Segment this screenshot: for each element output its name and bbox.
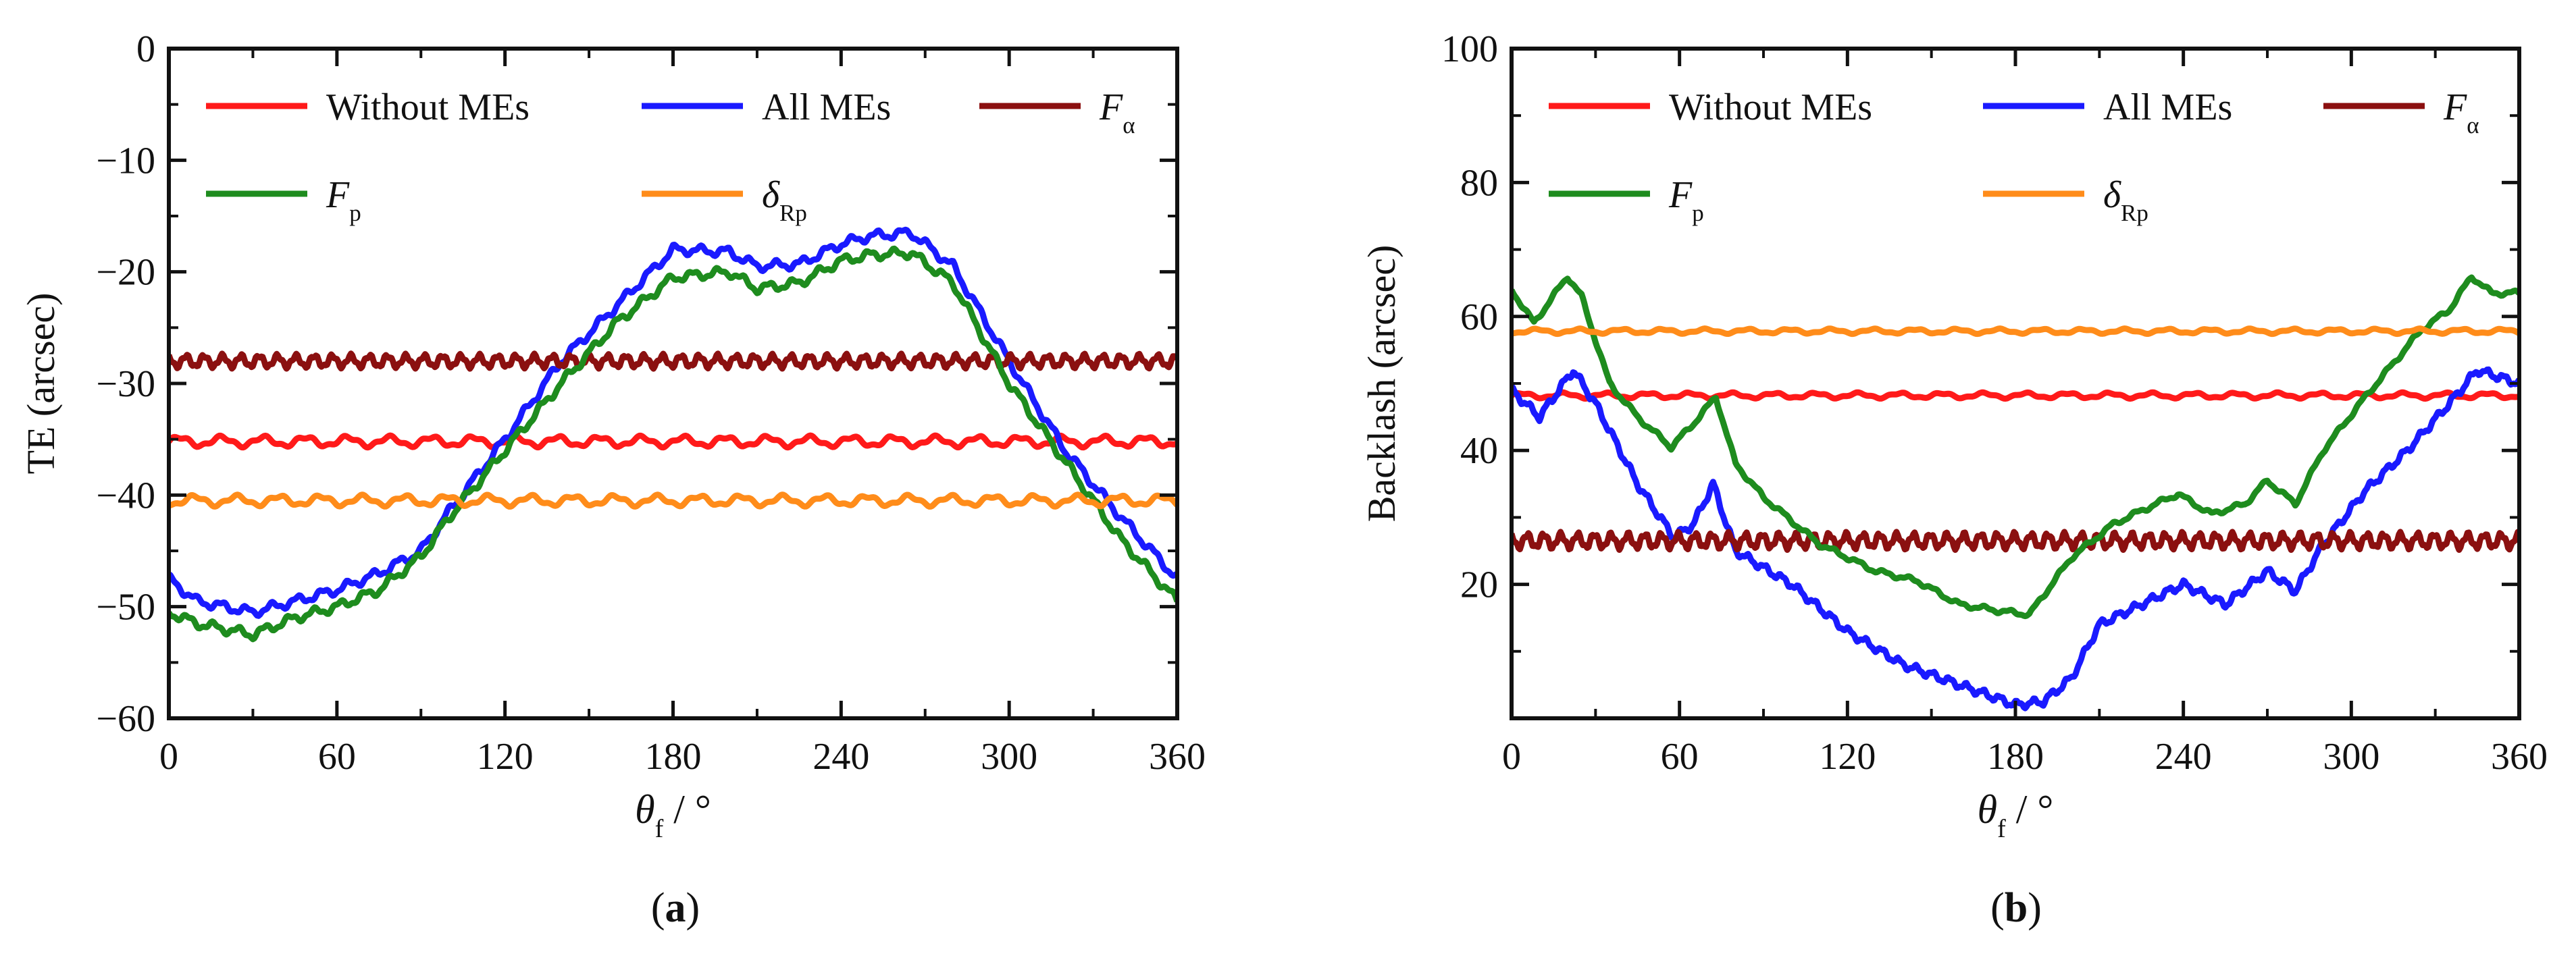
x-tick-label: 300 [2323, 736, 2379, 778]
series-line-all-mes [169, 226, 1177, 619]
x-tick-label: 60 [318, 736, 356, 778]
y-tick-label: −50 [96, 587, 155, 629]
y-axis-label: TE (arcsec) [19, 293, 63, 475]
series-line-fp [169, 245, 1177, 643]
x-tick-label: 120 [477, 736, 534, 778]
x-axis-label: θf / ° [1978, 787, 2054, 843]
y-tick-label: 0 [136, 28, 155, 70]
legend-label: Fα [2443, 86, 2479, 138]
panel-label: (b) [1990, 885, 2042, 931]
series-group [169, 226, 1177, 643]
x-tick-label: 360 [1149, 736, 1206, 778]
x-tick-label: 240 [813, 736, 869, 778]
series-group [1512, 274, 2519, 712]
panel-label: (a) [651, 885, 700, 931]
series-line-δrp [169, 491, 1177, 510]
series-line-without-mes [1512, 389, 2519, 402]
y-tick-label: 20 [1460, 564, 1498, 606]
legend-label: Without MEs [1669, 86, 1872, 128]
x-tick-label: 0 [1502, 736, 1521, 778]
x-tick-label: 0 [159, 736, 178, 778]
legend-label: δRp [762, 174, 807, 226]
legend-label: All MEs [762, 86, 891, 128]
legend-label: Fp [326, 174, 361, 226]
y-tick-label: 40 [1460, 430, 1498, 472]
y-axis-label: Backlash (arcsec) [1360, 245, 1403, 523]
y-tick-label: 100 [1441, 28, 1498, 70]
legend-label: All MEs [2103, 86, 2232, 128]
y-tick-label: −60 [96, 698, 155, 740]
panel-b: 0 60 120 180 240 300 360 20 40 60 80 100 Without MEs… [1360, 28, 2548, 931]
y-tick-label: 60 [1460, 296, 1498, 338]
legend-label: Fp [1668, 174, 1704, 226]
series-line-fα [169, 350, 1177, 372]
x-tick-label: 360 [2491, 736, 2548, 778]
x-tick-label: 60 [1661, 736, 1699, 778]
x-tick-label: 240 [2155, 736, 2212, 778]
panel-a: 0 60 120 180 240 300 360 0 −10 −20 −30 −40 −50 −60 Wit… [19, 28, 1206, 931]
x-tick-label: 180 [645, 736, 702, 778]
y-tick-label: 80 [1460, 162, 1498, 204]
legend-label: Fα [1099, 86, 1135, 138]
legend-label: δRp [2103, 174, 2148, 226]
series-line-δrp [1512, 325, 2519, 338]
x-tick-label: 180 [1987, 736, 2044, 778]
x-tick-label: 120 [1819, 736, 1876, 778]
y-tick-label: −20 [96, 252, 155, 294]
x-tick-label: 300 [981, 736, 1037, 778]
series-line-fp [1512, 274, 2519, 620]
y-tick-label: −40 [96, 475, 155, 516]
series-line-without-mes [169, 432, 1177, 451]
legend-label: Without MEs [326, 86, 530, 128]
x-axis-label: θf / ° [635, 787, 711, 843]
series-line-fα [1512, 529, 2519, 553]
y-tick-label: −10 [96, 140, 155, 182]
y-tick-label: −30 [96, 363, 155, 405]
plot-frame [1510, 47, 2521, 720]
